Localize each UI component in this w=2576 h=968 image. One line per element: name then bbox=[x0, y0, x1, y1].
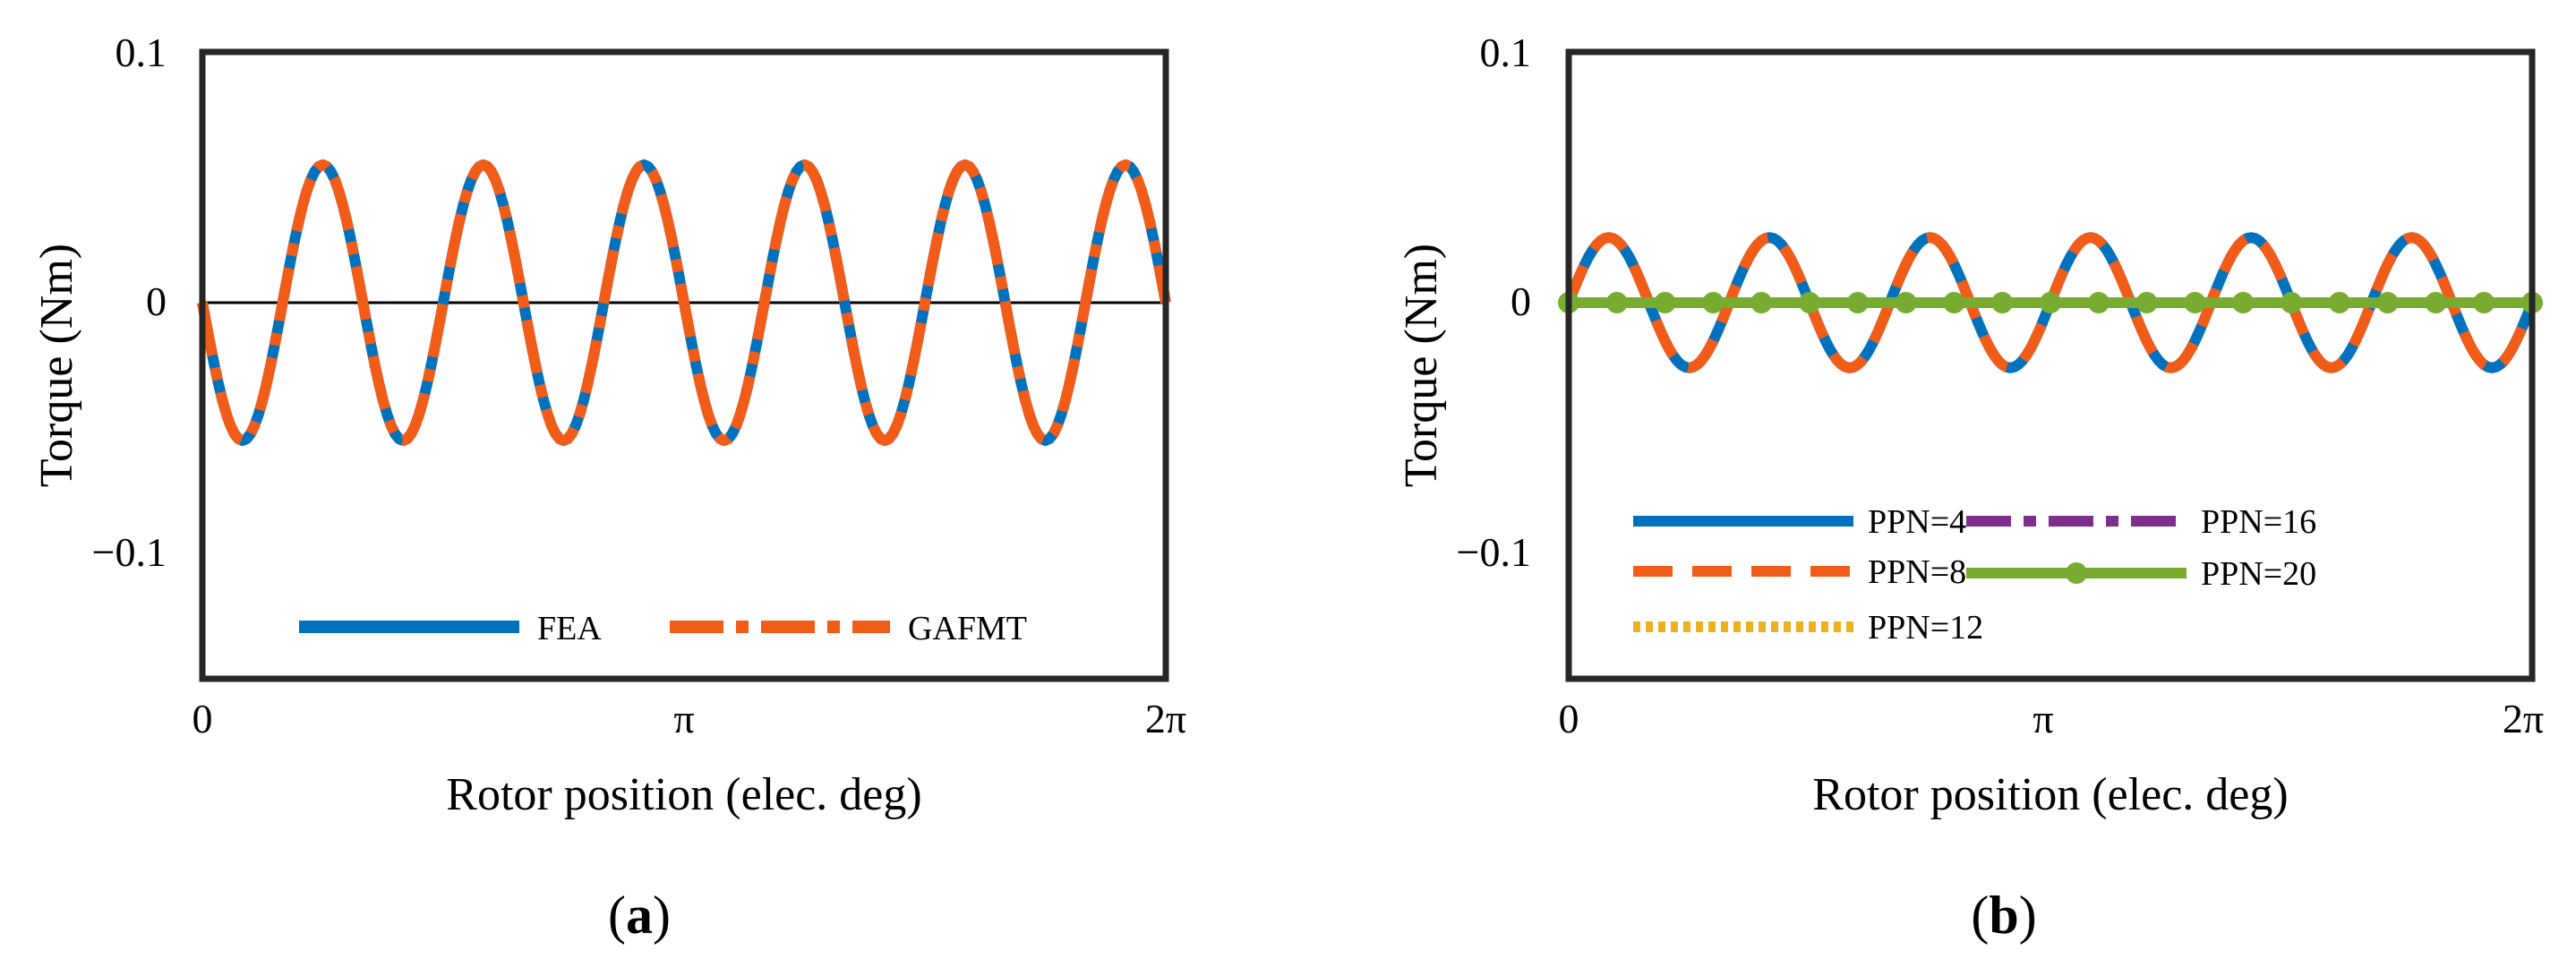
y-tick-label: 0 bbox=[1511, 278, 1531, 324]
legend-label-ppn16: PPN=16 bbox=[2201, 503, 2316, 541]
series-marker bbox=[1702, 292, 1724, 313]
series-marker bbox=[1750, 292, 1773, 313]
axes-frame-b bbox=[1565, 48, 2536, 682]
legend-label-ppn8: PPN=8 bbox=[1868, 553, 1966, 591]
plot-area-a bbox=[197, 159, 1171, 446]
y-tick-label: 0.1 bbox=[1480, 30, 1532, 75]
series-marker bbox=[1605, 292, 1628, 313]
series-marker bbox=[2184, 292, 2206, 313]
y-tick-label: 0 bbox=[146, 278, 167, 324]
legend-label-gafmt: GAFMT bbox=[908, 610, 1027, 647]
series-marker bbox=[1943, 292, 1965, 313]
series-marker bbox=[2328, 292, 2350, 313]
series-marker bbox=[1991, 292, 2014, 313]
legend-b: PPN=4 PPN=8 PPN=12 PPN=16 PPN=20 bbox=[1633, 503, 2316, 647]
x-axis-label: Rotor position (elec. deg) bbox=[1812, 769, 2288, 820]
legend-a: FEA GAFMT bbox=[299, 610, 1027, 647]
series-marker bbox=[2232, 292, 2255, 313]
series-marker bbox=[2281, 292, 2302, 313]
panel-label-a: (a) bbox=[608, 886, 671, 945]
x-tick-label: π bbox=[673, 696, 694, 741]
x-tick-label: 2π bbox=[1145, 696, 1186, 741]
series-marker bbox=[2087, 292, 2110, 313]
series-marker bbox=[2473, 292, 2495, 313]
series-marker bbox=[1799, 292, 1820, 313]
x-tick-label: π bbox=[2033, 696, 2053, 741]
y-tick-label: −0.1 bbox=[1457, 529, 1531, 575]
y-tick-label: −0.1 bbox=[92, 529, 167, 575]
series-marker bbox=[2425, 292, 2447, 313]
x-axis-label: Rotor position (elec. deg) bbox=[446, 769, 921, 820]
axes-frame-a bbox=[199, 48, 1169, 682]
series-marker bbox=[1654, 292, 1676, 313]
x-tick-label: 2π bbox=[2503, 696, 2544, 741]
series-marker bbox=[1846, 292, 1869, 313]
series-line-gafmt bbox=[197, 159, 1171, 446]
plot-area-b bbox=[1558, 232, 2543, 373]
series-marker bbox=[2376, 292, 2399, 313]
legend-label-ppn4: PPN=4 bbox=[1868, 503, 1966, 541]
legend-label-ppn20: PPN=20 bbox=[2201, 555, 2316, 593]
series-marker bbox=[1895, 292, 1917, 313]
chart-panel-a: 0.1 0 −0.1 0 π 2π Rotor position (elec. … bbox=[31, 30, 1186, 945]
legend-label-ppn12: PPN=12 bbox=[1868, 609, 1983, 647]
panel-label-b: (b) bbox=[1971, 886, 2036, 945]
y-axis-label: Torque (Nm) bbox=[1396, 244, 1447, 487]
series-marker bbox=[2040, 292, 2061, 313]
chart-panel-b: 0.1 0 −0.1 0 π 2π Rotor position (elec. … bbox=[1396, 30, 2544, 945]
y-tick-label: 0.1 bbox=[116, 30, 167, 75]
x-tick-label: 0 bbox=[1559, 696, 1579, 741]
y-axis-label: Torque (Nm) bbox=[31, 244, 82, 487]
legend-marker-ppn20 bbox=[2066, 562, 2087, 584]
series-marker bbox=[2135, 292, 2158, 313]
legend-label-fea: FEA bbox=[537, 610, 602, 647]
x-tick-label: 0 bbox=[193, 696, 213, 741]
